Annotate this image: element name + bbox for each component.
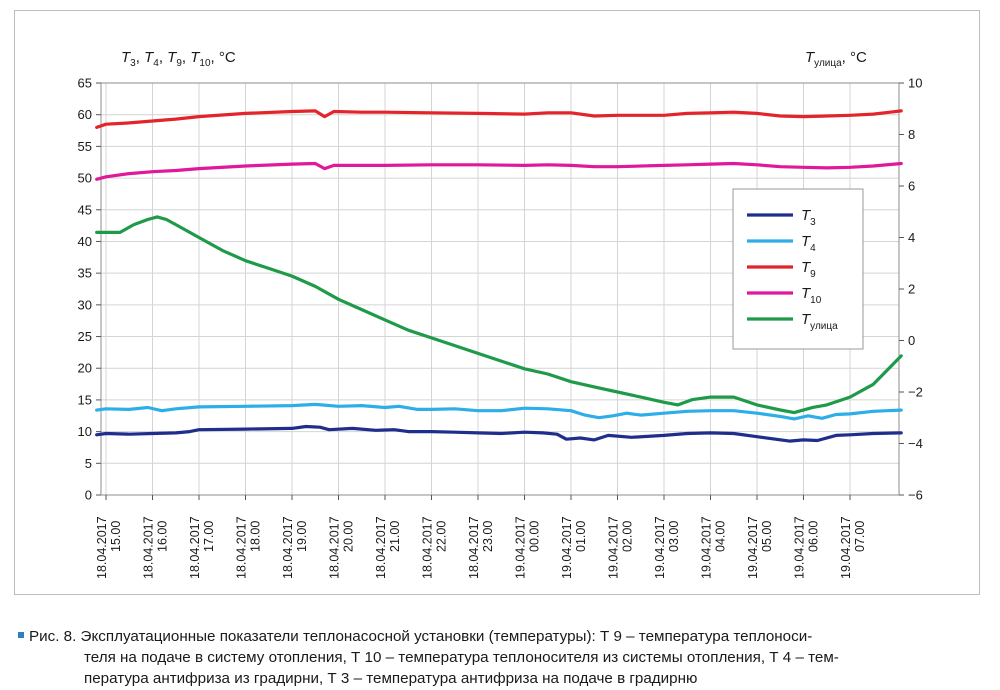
series-line-T3 xyxy=(95,424,903,443)
x-axis-tick-label: 19.04.2017 07.00 xyxy=(839,516,867,579)
x-tick-time: 01.00 xyxy=(574,521,588,552)
caption-line-1: Рис. 8. Эксплуатационные показатели тепл… xyxy=(18,626,978,647)
left-axis-tick-label: 30 xyxy=(78,297,92,312)
x-axis-tick-label: 18.04.2017 18.00 xyxy=(235,516,263,579)
x-tick-date: 18.04.2017 xyxy=(374,516,388,579)
left-axis-tick-label: 10 xyxy=(78,424,92,439)
series-line-T10 xyxy=(95,161,903,181)
x-axis-tick-label: 19.04.2017 04.00 xyxy=(700,516,728,579)
series-line-T4 xyxy=(95,402,903,421)
caption-line-2: теля на подаче в систему отопления, Т 10… xyxy=(84,649,839,666)
x-tick-time: 17.00 xyxy=(202,521,216,552)
x-tick-time: 23.00 xyxy=(481,521,495,552)
x-axis-tick-label: 18.04.2017 23.00 xyxy=(467,516,495,579)
left-axis-tick-label: 40 xyxy=(78,234,92,249)
x-tick-date: 18.04.2017 xyxy=(467,516,481,579)
legend-label-Tulitsa: Tулица xyxy=(801,311,838,332)
left-axis-tick-label: 55 xyxy=(78,139,92,154)
left-axis-tick-label: 0 xyxy=(85,488,92,503)
series-line-Tulitsa xyxy=(95,215,903,415)
series-line-T9 xyxy=(95,109,903,129)
left-axis-tick-label: 50 xyxy=(78,171,92,186)
x-axis-tick-label: 18.04.2017 16.00 xyxy=(142,516,170,579)
left-axis-tick-label: 5 xyxy=(85,456,92,471)
right-axis-tick-label: −6 xyxy=(908,488,923,503)
x-tick-date: 19.04.2017 xyxy=(560,516,574,579)
x-axis-tick-label: 19.04.2017 06.00 xyxy=(793,516,821,579)
right-axis-tick-label: 2 xyxy=(908,282,915,297)
x-tick-date: 18.04.2017 xyxy=(188,516,202,579)
x-tick-time: 05.00 xyxy=(760,521,774,552)
x-tick-time: 02.00 xyxy=(621,521,635,552)
right-axis-tick-label: −2 xyxy=(908,385,923,400)
x-tick-time: 03.00 xyxy=(667,521,681,552)
left-axis-tick-label: 60 xyxy=(78,107,92,122)
x-axis-tick-label: 19.04.2017 02.00 xyxy=(607,516,635,579)
x-tick-date: 18.04.2017 xyxy=(235,516,249,579)
left-axis-tick-label: 20 xyxy=(78,361,92,376)
x-axis-tick-label: 18.04.2017 17.00 xyxy=(188,516,216,579)
x-tick-date: 18.04.2017 xyxy=(421,516,435,579)
legend-label-T10: T10 xyxy=(801,285,822,306)
x-axis-tick-label: 18.04.2017 21.00 xyxy=(374,516,402,579)
x-tick-date: 19.04.2017 xyxy=(700,516,714,579)
caption-text-1: Рис. 8. Эксплуатационные показатели тепл… xyxy=(29,628,813,645)
x-axis-tick-label: 19.04.2017 05.00 xyxy=(746,516,774,579)
x-tick-date: 19.04.2017 xyxy=(839,516,853,579)
x-tick-time: 15.00 xyxy=(109,521,123,552)
temperature-chart: 0 5 10 15 20 25 30 35 40 45 50 55 60 65 −6 −4 −2 0 2 4 6 8 10 1… xyxy=(78,49,923,579)
x-tick-time: 20.00 xyxy=(342,521,356,552)
right-axis-tick-label: 8 xyxy=(908,127,915,142)
x-tick-time: 04.00 xyxy=(714,521,728,552)
x-tick-date: 18.04.2017 xyxy=(328,516,342,579)
x-tick-time: 22.00 xyxy=(435,521,449,552)
x-tick-time: 16.00 xyxy=(156,521,170,552)
legend-label-T9: T9 xyxy=(801,259,816,280)
x-tick-date: 19.04.2017 xyxy=(653,516,667,579)
left-axis-tick-label: 65 xyxy=(78,76,92,91)
right-axis-title: Tулица, °C xyxy=(805,49,867,69)
x-tick-time: 06.00 xyxy=(807,521,821,552)
left-axis-tick-label: 25 xyxy=(78,329,92,344)
right-axis-tick-label: 6 xyxy=(908,179,915,194)
legend-box xyxy=(732,188,864,350)
x-tick-date: 19.04.2017 xyxy=(514,516,528,579)
x-axis-tick-label: 18.04.2017 20.00 xyxy=(328,516,356,579)
x-axis-tick-label: 19.04.2017 00.00 xyxy=(514,516,542,579)
figure-frame: 0 5 10 15 20 25 30 35 40 45 50 55 60 65 −6 −4 −2 0 2 4 6 8 10 1… xyxy=(14,10,980,595)
x-axis-tick-label: 18.04.2017 19.00 xyxy=(281,516,309,579)
x-tick-date: 19.04.2017 xyxy=(793,516,807,579)
left-axis-tick-label: 45 xyxy=(78,202,92,217)
caption-bullet-icon xyxy=(18,632,24,638)
x-axis-tick-label: 19.04.2017 01.00 xyxy=(560,516,588,579)
caption-line-3: пература антифриза из градирни, Т 3 – те… xyxy=(84,670,698,687)
right-axis-tick-label: 0 xyxy=(908,333,915,348)
x-tick-time: 18.00 xyxy=(249,521,263,552)
left-axis-title: T3, T4, T9, T10, °C xyxy=(121,49,236,69)
figure-caption: Рис. 8. Эксплуатационные показатели тепл… xyxy=(18,626,978,689)
x-axis-tick-label: 18.04.2017 15.00 xyxy=(95,516,123,579)
right-axis-tick-label: −4 xyxy=(908,436,923,451)
legend: T3 T4 T9 T10 Tулица xyxy=(732,188,864,350)
x-axis-tick-label: 19.04.2017 03.00 xyxy=(653,516,681,579)
x-axis-tick-label: 18.04.2017 22.00 xyxy=(421,516,449,579)
x-tick-time: 07.00 xyxy=(853,521,867,552)
x-tick-time: 00.00 xyxy=(528,521,542,552)
legend-label-T4: T4 xyxy=(801,233,816,254)
x-tick-time: 21.00 xyxy=(388,521,402,552)
x-tick-date: 19.04.2017 xyxy=(607,516,621,579)
x-tick-date: 18.04.2017 xyxy=(95,516,109,579)
x-tick-date: 19.04.2017 xyxy=(746,516,760,579)
legend-label-T3: T3 xyxy=(801,207,816,228)
left-axis-tick-label: 35 xyxy=(78,266,92,281)
right-axis-tick-label: 4 xyxy=(908,230,915,245)
right-axis-tick-label: 10 xyxy=(908,76,922,91)
left-axis-tick-label: 15 xyxy=(78,392,92,407)
x-tick-time: 19.00 xyxy=(295,521,309,552)
x-tick-date: 18.04.2017 xyxy=(142,516,156,579)
x-tick-date: 18.04.2017 xyxy=(281,516,295,579)
